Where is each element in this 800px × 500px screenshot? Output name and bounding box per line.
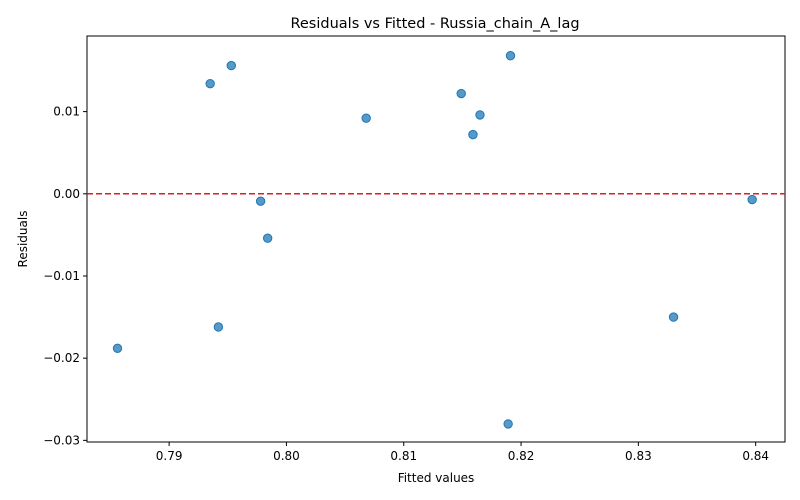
data-point xyxy=(112,343,123,354)
x-axis-ticks: 0.79 0.80 0.81 0.82 0.83 0.84 xyxy=(156,442,769,463)
x-tick-label: 0.79 xyxy=(156,449,183,463)
y-tick-label: −0.03 xyxy=(43,433,80,447)
data-point xyxy=(503,419,513,429)
x-tick-label: 0.81 xyxy=(390,449,417,463)
data-point xyxy=(213,322,224,332)
x-tick-label: 0.80 xyxy=(273,449,300,463)
data-point xyxy=(475,110,485,120)
x-tick-label: 0.83 xyxy=(625,449,652,463)
y-tick-label: 0.01 xyxy=(53,105,80,119)
data-point xyxy=(226,60,236,71)
y-axis-ticks: −0.03 −0.02 −0.01 0.00 0.01 xyxy=(43,105,87,447)
data-point xyxy=(668,312,679,322)
x-tick-label: 0.82 xyxy=(508,449,535,463)
data-point xyxy=(361,113,371,123)
plot-area-frame xyxy=(86,35,786,443)
y-tick-label: −0.01 xyxy=(43,269,80,283)
data-point xyxy=(205,78,215,89)
y-tick-label: 0.00 xyxy=(53,187,80,201)
y-axis-label: Residuals xyxy=(16,211,30,268)
data-point xyxy=(505,51,516,61)
chart-title: Residuals vs Fitted - Russia_chain_A_lag xyxy=(290,16,579,32)
x-axis-label: Fitted values xyxy=(398,471,475,485)
data-point xyxy=(262,233,273,243)
data-point xyxy=(456,88,466,99)
data-point xyxy=(255,196,266,206)
y-tick-label: −0.02 xyxy=(43,351,80,365)
data-point xyxy=(468,129,478,140)
data-point xyxy=(747,194,757,205)
data-points xyxy=(112,51,757,429)
x-tick-label: 0.84 xyxy=(742,449,769,463)
